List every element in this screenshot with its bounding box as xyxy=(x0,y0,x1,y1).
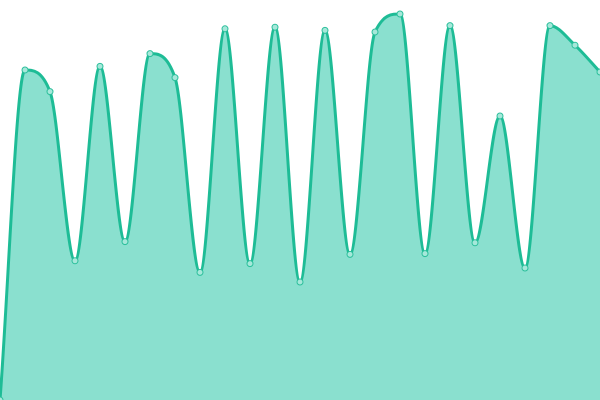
data-point-23[interactable] xyxy=(571,41,579,49)
data-point-14[interactable] xyxy=(346,250,354,258)
data-point-16[interactable] xyxy=(396,10,404,18)
data-point-12[interactable] xyxy=(296,278,304,286)
data-point-10[interactable] xyxy=(246,260,254,268)
data-point-18[interactable] xyxy=(446,22,454,30)
data-point-2[interactable] xyxy=(46,88,54,96)
data-point-17[interactable] xyxy=(421,250,429,258)
data-point-8[interactable] xyxy=(196,268,204,276)
data-point-22[interactable] xyxy=(546,22,554,30)
data-point-0[interactable] xyxy=(0,396,4,400)
data-point-11[interactable] xyxy=(271,23,279,31)
data-point-1[interactable] xyxy=(21,66,29,74)
data-point-7[interactable] xyxy=(171,74,179,82)
data-point-5[interactable] xyxy=(121,238,129,246)
data-point-20[interactable] xyxy=(496,112,504,120)
marker-layer xyxy=(0,10,600,400)
data-point-4[interactable] xyxy=(96,62,104,70)
data-point-13[interactable] xyxy=(321,26,329,34)
series-area-fill xyxy=(0,14,600,400)
data-point-24[interactable] xyxy=(596,68,600,76)
data-point-3[interactable] xyxy=(71,257,79,265)
data-point-21[interactable] xyxy=(521,264,529,272)
data-point-9[interactable] xyxy=(221,25,229,33)
area-layer xyxy=(0,14,600,400)
data-point-15[interactable] xyxy=(371,28,379,36)
data-point-6[interactable] xyxy=(146,50,154,58)
data-point-19[interactable] xyxy=(471,239,479,247)
